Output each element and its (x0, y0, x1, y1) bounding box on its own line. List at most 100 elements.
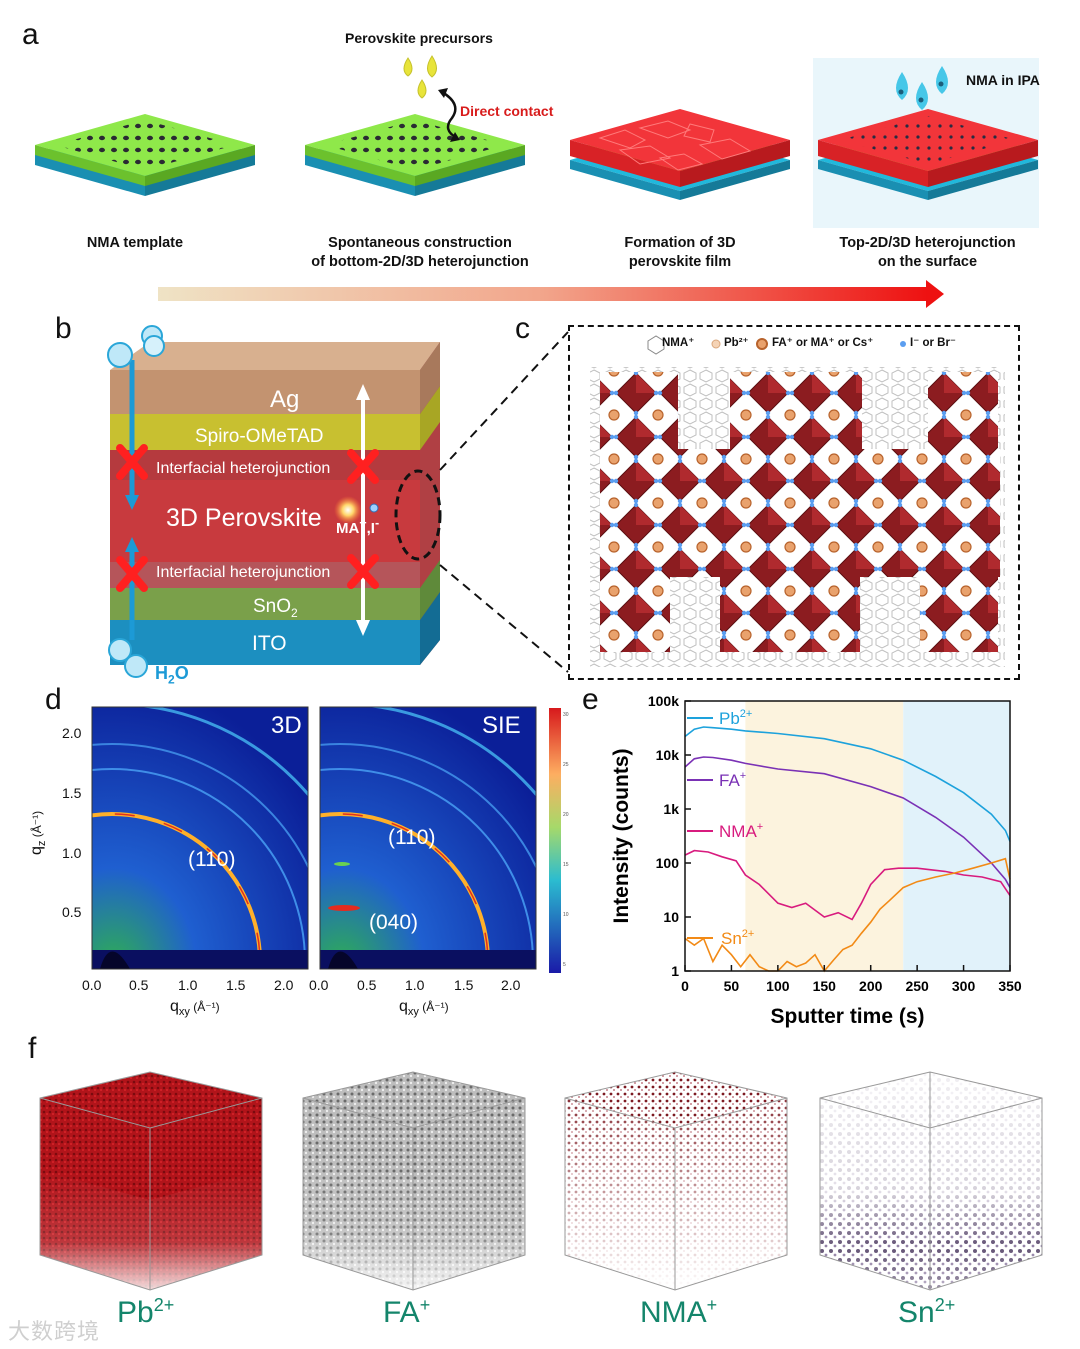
layer-interfacial-top-label: Interfacial heterojunction (156, 460, 331, 477)
shaded-region-0 (745, 701, 904, 971)
h2o-label: H2O (155, 663, 189, 687)
d-ytick-1.5: 1.5 (62, 785, 82, 801)
colorbar-tick-25: 25 (563, 762, 569, 768)
blocked-x-icon (116, 444, 379, 592)
series-line-nma (684, 849, 1011, 921)
water-molecule-icon (107, 325, 165, 678)
d-xlabel-right: qxy (Å⁻¹) (399, 998, 449, 1019)
panel-c-letter: c (515, 312, 530, 345)
bottom-heterojunction-slab (305, 114, 525, 196)
caption-top-heterojunction: Top-2D/3D heterojunction on the surface (839, 235, 1016, 270)
giwaxs-plots (91, 706, 561, 973)
cube-fa (302, 1071, 526, 1291)
legend-label-fa: FA+ (719, 770, 746, 790)
series-line-pb (684, 726, 1011, 842)
xtick-label-250: 250 (905, 978, 929, 994)
xtick-label-350: 350 (998, 978, 1022, 994)
caption-nma-template: NMA template (86, 235, 184, 251)
layer-interfacial-bottom-label: Interfacial heterojunction (156, 564, 331, 581)
d-xtick-left-1.0: 1.0 (178, 977, 198, 993)
precursor-title: Perovskite precursors (345, 30, 493, 46)
layer-ito (110, 620, 420, 665)
legend-pb-icon (711, 339, 721, 349)
shaded-region-1 (903, 701, 1010, 971)
cube-nma-label: NMA+ (640, 1295, 718, 1329)
layer-perovskite (110, 480, 420, 562)
xtick-label-100: 100 (766, 978, 790, 994)
giwaxs-3d-image (92, 707, 308, 969)
d-xtick-left-0.5: 0.5 (129, 977, 149, 993)
d-xtick-left-2.0: 2.0 (274, 977, 294, 993)
ytick-label-1: 1 (671, 963, 679, 979)
ion-glow-icon (334, 496, 362, 524)
legend-nma-icon (647, 335, 665, 355)
cube-sn (819, 1071, 1043, 1291)
panel-a-schematic (35, 55, 1039, 308)
nma-ipa-drops-icon (896, 66, 948, 110)
ytick-label-100: 100 (656, 855, 680, 871)
panel-a-letter: a (22, 18, 39, 51)
caption-3d-film: Formation of 3D perovskite film (624, 235, 736, 270)
d-xtick-right-1.5: 1.5 (454, 977, 474, 993)
ytick-label-100k: 100k (648, 693, 679, 709)
panel-d-letter: d (45, 683, 62, 716)
layer-spiro-label: Spiro-OMeTAD (195, 426, 324, 447)
layer-ito-label: ITO (252, 632, 287, 655)
d-xtick-right-1.0: 1.0 (405, 977, 425, 993)
series-line-fa (684, 756, 1011, 888)
d-xlabel-left: qxy (Å⁻¹) (170, 998, 220, 1019)
legend-halide-text: I⁻ or Br⁻ (910, 337, 957, 349)
d-ytick-0.5: 0.5 (62, 904, 82, 920)
ytick-label-10: 10 (663, 909, 679, 925)
xtick-label-150: 150 (813, 978, 837, 994)
layer-ag (110, 370, 420, 414)
ion-label: MA+,I- (336, 516, 380, 537)
cube-sn-label: Sn2+ (898, 1295, 956, 1329)
watermark: 大数跨境 (8, 1319, 101, 1344)
d-xtick-right-2.0: 2.0 (501, 977, 521, 993)
giwaxs-sie-peak-110: (110) (388, 826, 436, 849)
y-axis-label: Intensity (counts) (610, 748, 633, 923)
crystal-structure-box: NMA⁺ Pb²⁺ FA⁺ or MA⁺ or Cs⁺ I⁻ or Br⁻ (568, 325, 1020, 680)
top-heterojunction-slab (818, 109, 1038, 200)
giwaxs-sie-title: SIE (482, 712, 521, 739)
d-xtick-left-1.5: 1.5 (226, 977, 246, 993)
d-ylabel: qz (Å⁻¹) (28, 810, 49, 855)
xtick-label-300: 300 (952, 978, 976, 994)
giwaxs-3d-peak-110: (110) (188, 848, 236, 871)
cube-nma (564, 1071, 788, 1291)
caption-bottom-heterojunction: Spontaneous construction of bottom-2D/3D… (311, 235, 529, 270)
ytick-label-1k: 1k (663, 801, 679, 817)
precursor-drops-icon (403, 55, 437, 99)
direct-contact-label: Direct contact (460, 103, 554, 119)
process-arrow (158, 287, 928, 301)
d-ytick-2.0: 2.0 (62, 725, 82, 741)
d-xtick-right-0.0: 0.0 (309, 977, 329, 993)
zoom-ellipse (394, 469, 442, 561)
tof-sims-chart: 1 10 100 1k 10k 100k 0 50 100 150 200 250 300 350 Sput… (610, 693, 1022, 1028)
colorbar-tick-15: 15 (563, 862, 569, 868)
3d-cubes (39, 1071, 1043, 1291)
layer-sno2 (110, 588, 420, 620)
giwaxs-sie-image (320, 707, 536, 969)
d-xtick-left-0.0: 0.0 (82, 977, 102, 993)
colorbar-tick-30: 30 (563, 712, 569, 718)
legend-fa-icon (756, 338, 768, 350)
direct-contact-arrow-icon (441, 90, 458, 140)
colorbar-tick-10: 10 (563, 912, 569, 918)
giwaxs-3d-title: 3D (271, 712, 302, 739)
d-ytick-1.0: 1.0 (62, 845, 82, 861)
x-axis-label: Sputter time (s) (770, 1005, 924, 1028)
zoom-lines (439, 331, 569, 673)
layer-perovskite-label: 3D Perovskite (166, 504, 322, 532)
legend-nma-text: NMA⁺ (662, 337, 695, 349)
device-stack (107, 325, 442, 678)
colorbar-tick-5: 5 (563, 962, 566, 968)
legend-pb-text: Pb²⁺ (724, 337, 749, 349)
plot-frame (684, 700, 1011, 972)
legend-halide-icon (900, 341, 906, 347)
cube-pb-label: Pb2+ (117, 1295, 175, 1329)
xtick-label-200: 200 (859, 978, 883, 994)
xtick-label-0: 0 (681, 978, 689, 994)
colorbar (549, 708, 561, 973)
